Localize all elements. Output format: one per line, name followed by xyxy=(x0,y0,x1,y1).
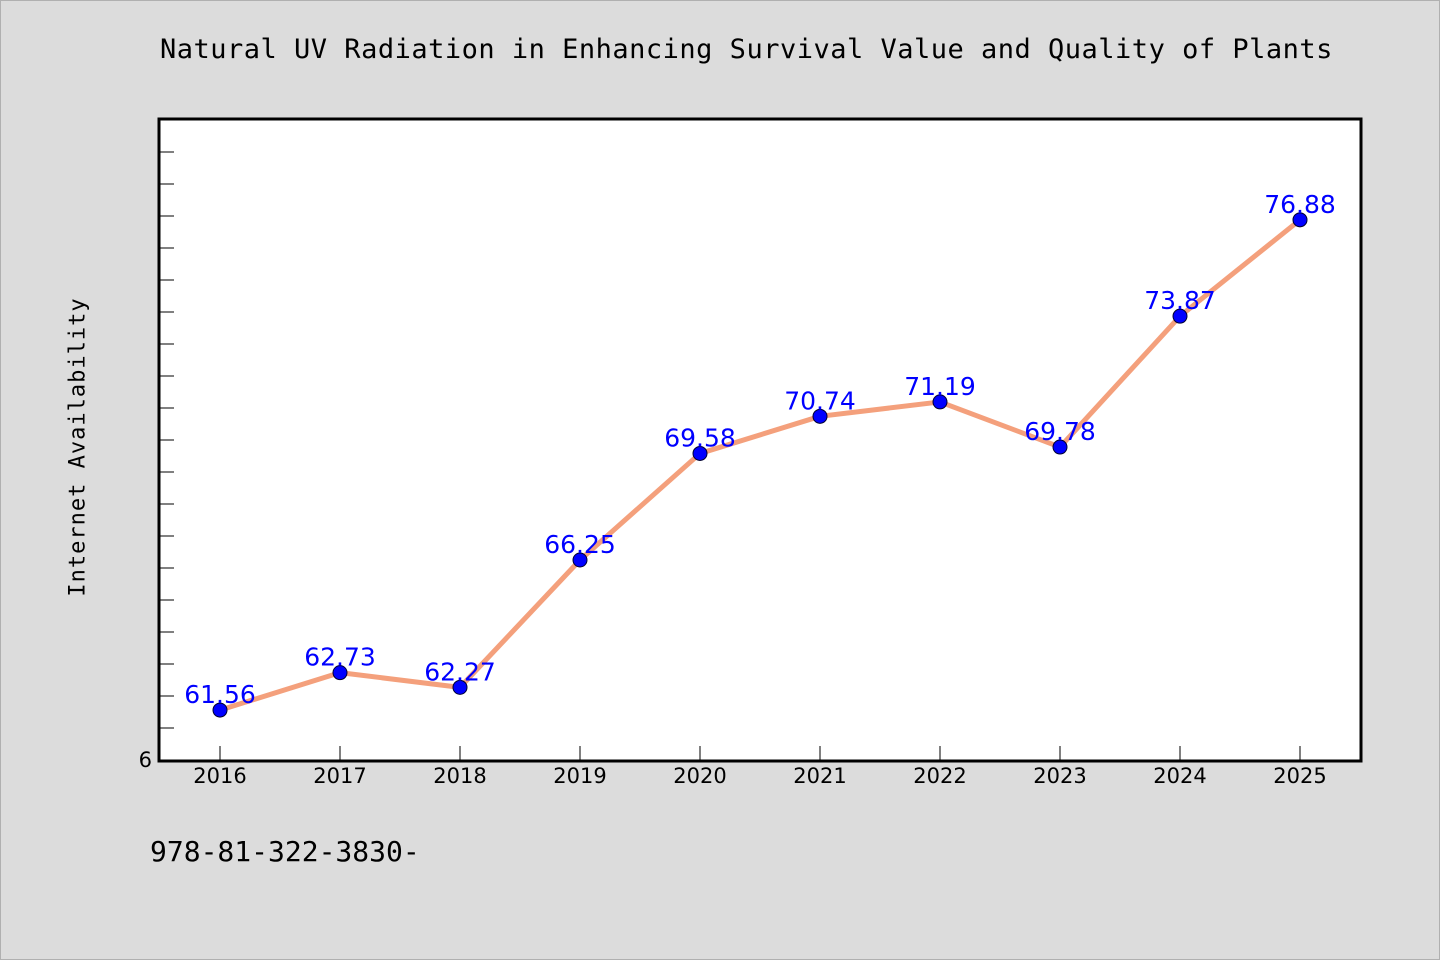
data-label: 70.74 xyxy=(784,386,856,415)
x-tick-label: 2019 xyxy=(553,764,606,788)
data-label: 62.73 xyxy=(304,643,376,672)
data-point xyxy=(452,679,468,695)
chart-title: Natural UV Radiation in Enhancing Surviv… xyxy=(160,34,1333,65)
x-tick-label: 2022 xyxy=(913,764,966,788)
y-tick-label: 6 xyxy=(139,748,152,772)
data-label: 76.88 xyxy=(1264,190,1336,219)
data-label: 71.19 xyxy=(904,372,976,401)
x-tick-label: 2017 xyxy=(313,764,366,788)
data-label: 69.78 xyxy=(1024,417,1096,446)
data-label: 62.27 xyxy=(424,657,496,686)
x-axis-ticks: 2016 2017 2018 2019 2020 2021 2022 2023 2024 2025 xyxy=(193,746,1327,788)
y-axis-ticks xyxy=(160,151,174,729)
data-point xyxy=(692,445,708,461)
data-point xyxy=(332,665,348,681)
data-point xyxy=(212,702,228,718)
data-point xyxy=(1052,439,1068,455)
data-label: 61.56 xyxy=(184,680,256,709)
data-point xyxy=(572,552,588,568)
x-tick-label: 2023 xyxy=(1033,764,1086,788)
x-tick-label: 2020 xyxy=(673,764,726,788)
x-tick-label: 2018 xyxy=(433,764,486,788)
data-point xyxy=(932,394,948,410)
x-tick-label: 2016 xyxy=(193,764,246,788)
x-tick-label: 2024 xyxy=(1153,764,1206,788)
data-point xyxy=(1172,308,1188,324)
footer-text: 978-81-322-3830- xyxy=(150,835,420,868)
x-tick-label: 2025 xyxy=(1273,764,1326,788)
data-label: 73.87 xyxy=(1144,286,1216,315)
data-label: 69.58 xyxy=(664,423,736,452)
data-point xyxy=(812,408,828,424)
data-point xyxy=(1292,212,1308,228)
data-label: 66.25 xyxy=(544,530,616,559)
data-labels: 61.56 62.73 62.27 66.25 69.58 70.74 71.19 69.78… xyxy=(184,190,1336,709)
series-line-group xyxy=(212,212,1308,718)
x-tick-label: 2021 xyxy=(793,764,846,788)
series-line xyxy=(219,217,1302,713)
plot-area xyxy=(157,117,1363,763)
